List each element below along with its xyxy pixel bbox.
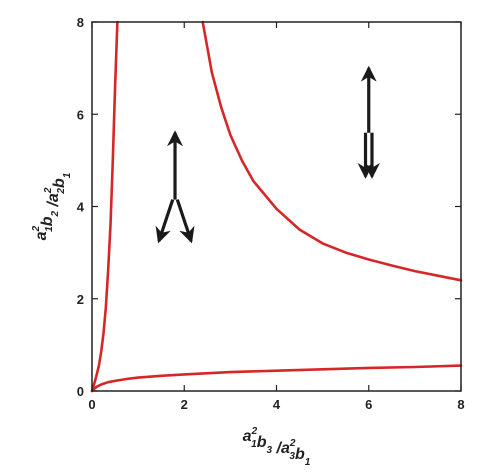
- plot-frame: [91, 21, 462, 392]
- axis-label-subscript: 2: [56, 188, 67, 195]
- y-tick-label: 0: [77, 384, 84, 399]
- axis-label-superscript: 2: [31, 225, 42, 232]
- series-layer: [90, 20, 463, 393]
- series-upper-right-branch-line: [201, 20, 463, 282]
- y-tick-label: 4: [77, 200, 85, 215]
- series-steep-left-branch-line: [90, 20, 119, 393]
- axis-label-part: /: [272, 440, 282, 457]
- axis-label-subscript: 2: [50, 211, 61, 218]
- axis-label-superscript: 2: [289, 438, 296, 449]
- x-tick-label: 8: [457, 397, 464, 412]
- y-tick-label: 6: [77, 107, 84, 122]
- y-tick-label: 8: [77, 15, 84, 30]
- y-axis-label: a2 1b2 /a2 2b1: [31, 172, 73, 240]
- axis-label-part: b: [257, 434, 267, 451]
- axis-label-subscript: 1: [62, 172, 73, 178]
- axis-label-subscript: 1: [305, 457, 311, 468]
- axis-label-part: b: [295, 446, 305, 463]
- x-tick-label: 6: [365, 397, 372, 412]
- axis-label-part: /: [45, 201, 62, 211]
- axis-label-superscript: 2: [43, 187, 54, 194]
- axis-label-subscript: 3: [266, 445, 272, 456]
- axis-label-subscript: 1: [44, 226, 55, 232]
- series-lower-branch-line: [90, 364, 463, 393]
- axis-label-part: b: [51, 178, 68, 188]
- axis-label-part: a: [45, 193, 62, 202]
- tick-layer: 0 2 4 6 8 0 2 4 6 8: [77, 15, 465, 412]
- axis-label-subscript: 1: [251, 439, 257, 450]
- arrow-down-left-b: [175, 199, 195, 244]
- axis-label-superscript: 2: [251, 426, 258, 437]
- arrow-layer: [155, 65, 380, 244]
- x-tick-label: 0: [88, 397, 95, 412]
- axis-label-subscript: 3: [289, 451, 295, 462]
- axis-label-part: a: [281, 440, 290, 457]
- axis-label-part: b: [39, 216, 56, 226]
- axis-label-part: a: [243, 428, 252, 445]
- arrow-down-left-a: [155, 199, 175, 244]
- axis-label-part: a: [33, 231, 50, 240]
- x-tick-label: 2: [181, 397, 188, 412]
- x-tick-label: 4: [273, 397, 281, 412]
- x-axis-label: a2 1b3 /a2 3b1: [243, 426, 311, 468]
- y-tick-label: 2: [77, 292, 84, 307]
